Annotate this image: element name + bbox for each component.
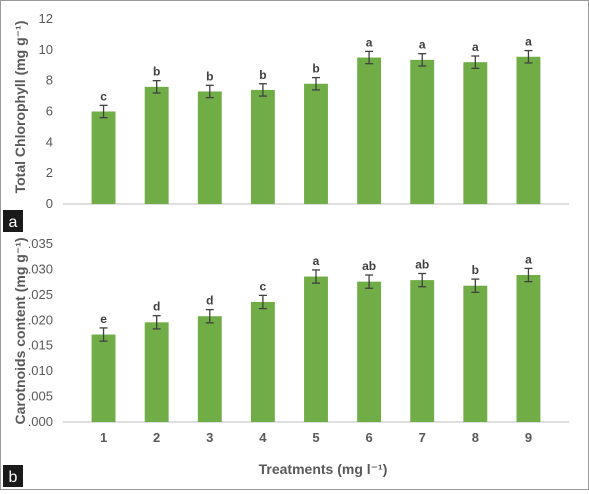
panel-letter-badge-a	[3, 210, 23, 232]
bar-a-6	[357, 57, 382, 204]
x-tick-b-9: 9	[525, 430, 532, 445]
sig-letter-b-8: b	[472, 263, 479, 277]
sig-letter-a-8: a	[472, 40, 479, 54]
bar-b-3	[197, 316, 222, 422]
y-tick-b-6: .030	[28, 261, 53, 276]
chart-panel-b: Carotnoids content (mg g⁻¹) Treatments (…	[3, 236, 569, 487]
bar-b-1	[91, 334, 116, 422]
sig-letter-a-6: a	[366, 35, 373, 49]
panel-letter-a: a	[9, 214, 18, 231]
y-tick-b-5: .025	[28, 287, 53, 302]
bar-a-2	[144, 86, 169, 204]
x-tick-b-7: 7	[419, 430, 426, 445]
y-tick-b-0: .000	[28, 414, 53, 429]
sig-letter-b-4: c	[260, 279, 267, 293]
y-tick-b-4: .020	[28, 312, 53, 327]
y-tick-a-2: 4	[46, 134, 53, 149]
sig-letter-b-2: d	[153, 300, 160, 314]
bar-b-8	[463, 285, 488, 422]
sig-letter-b-5: a	[313, 254, 320, 268]
y-tick-a-1: 2	[46, 165, 53, 180]
bar-a-9	[516, 56, 541, 205]
bar-a-4	[250, 89, 275, 204]
x-tick-b-1: 1	[100, 430, 107, 445]
sig-letter-a-1: c	[100, 89, 107, 103]
bar-a-8	[463, 62, 488, 204]
sig-letter-a-4: b	[259, 68, 266, 82]
x-axis-label-b: Treatments (mg l⁻¹)	[259, 461, 388, 477]
bar-b-9	[516, 275, 541, 422]
y-tick-b-3: .015	[28, 338, 53, 353]
y-tick-b-2: .010	[28, 363, 53, 378]
sig-letter-a-2: b	[153, 65, 160, 79]
x-tick-b-2: 2	[153, 430, 160, 445]
y-tick-b-1: .005	[28, 389, 53, 404]
sig-letter-b-1: e	[100, 312, 107, 326]
bar-b-6	[357, 281, 382, 422]
sig-letter-b-7: ab	[415, 257, 429, 271]
x-tick-b-6: 6	[365, 430, 372, 445]
sig-letter-a-3: b	[206, 69, 213, 83]
y-tick-a-6: 12	[39, 11, 53, 26]
panel-letter-badge-b	[3, 465, 23, 487]
x-tick-b-8: 8	[472, 430, 479, 445]
bar-b-5	[304, 276, 328, 422]
sig-letter-b-9: a	[525, 252, 532, 266]
sig-letter-a-7: a	[419, 38, 426, 52]
y-tick-a-5: 10	[39, 42, 53, 57]
y-tick-a-4: 8	[46, 73, 53, 88]
y-tick-b-7: .035	[28, 236, 53, 251]
x-tick-b-4: 4	[259, 430, 267, 445]
bar-a-1	[91, 111, 116, 204]
y-axis-label-b: Carotnoids content (mg g⁻¹)	[12, 237, 28, 424]
x-tick-b-5: 5	[312, 430, 319, 445]
bar-b-2	[144, 322, 169, 422]
bar-a-7	[410, 59, 435, 204]
bar-b-7	[410, 280, 435, 422]
bar-a-5	[304, 83, 328, 204]
sig-letter-a-5: b	[312, 62, 319, 76]
y-tick-a-3: 6	[46, 104, 53, 119]
sig-letter-a-9: a	[525, 35, 532, 49]
y-axis-label-a: Total Chlorophyll (mg g⁻¹)	[12, 21, 28, 194]
y-tick-a-0: 0	[46, 196, 53, 211]
sig-letter-b-6: ab	[362, 259, 376, 273]
x-tick-b-3: 3	[206, 430, 213, 445]
bar-a-3	[197, 91, 222, 204]
bar-b-4	[250, 301, 275, 422]
sig-letter-b-3: d	[206, 294, 213, 308]
chart-panel-a: Total Chlorophyll (mg g⁻¹) a 0 2 4 6 8 10 12 c b…	[3, 11, 569, 232]
panel-letter-b: b	[9, 469, 18, 486]
